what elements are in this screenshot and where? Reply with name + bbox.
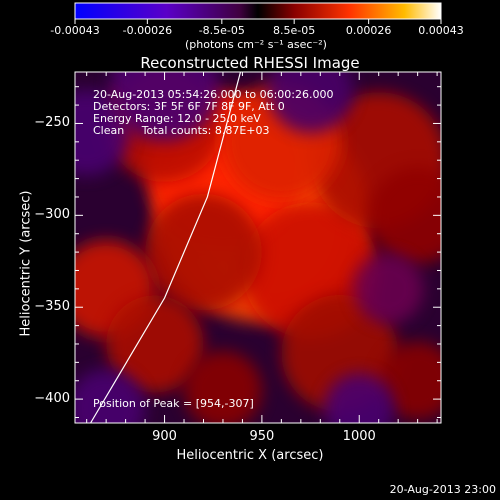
intensity-blob	[324, 373, 395, 423]
y-tick-label: −400	[34, 391, 70, 407]
plot-frame	[74, 71, 442, 424]
annotation-total-counts: Clean Total counts: 8.87E+03	[93, 124, 270, 137]
colorbar-tick-label: 0.00026	[345, 24, 392, 37]
y-tick-label: −250	[34, 115, 70, 131]
colorbar-tick-label: -8.5e-05	[198, 24, 245, 37]
y-axis-label: Heliocentric Y (arcsec)	[18, 190, 34, 337]
y-tick-label: −300	[34, 207, 70, 223]
colorbar-unit-label: (photons cm⁻² s⁻¹ asec⁻²)	[185, 38, 327, 51]
chart-title: Reconstructed RHESSI Image	[140, 54, 360, 72]
intensity-blob	[75, 89, 130, 176]
intensity-blob	[353, 253, 424, 324]
intensity-blob	[378, 341, 441, 420]
solar-limb-line	[90, 71, 242, 424]
axis-ticks	[75, 72, 441, 423]
intensity-blob	[145, 193, 262, 311]
annotation-time-range: 20-Aug-2013 05:54:26.000 to 06:00:26.000	[93, 88, 334, 101]
colorbar-tick-label: 8.5e-05	[273, 24, 316, 37]
colorbar	[74, 2, 442, 20]
heatmap-image	[75, 72, 441, 423]
intensity-blob	[267, 72, 354, 134]
intensity-blob	[106, 295, 204, 393]
colorbar-ticks	[74, 19, 442, 24]
x-tick-label: 950	[249, 429, 275, 444]
colorbar-tick-label: 0.00043	[418, 24, 464, 37]
intensity-blob	[184, 350, 262, 423]
intensity-blob	[368, 166, 441, 264]
x-tick-label: 900	[152, 429, 177, 444]
intensity-blob	[75, 369, 146, 423]
intensity-blob	[110, 72, 220, 142]
footer-timestamp: 20-Aug-2013 23:00	[389, 483, 496, 496]
peak-position-label: Position of Peak = [954,-307]	[93, 397, 254, 410]
y-tick-label: −350	[34, 299, 70, 315]
colorbar-tick-label: -0.00026	[122, 24, 173, 37]
annotation-detectors: Detectors: 3F 5F 6F 7F 8F 9F, Att 0	[93, 100, 285, 113]
colorbar-tick-label: -0.00043	[50, 24, 100, 37]
annotation-energy-range: Energy Range: 12.0 - 25.0 keV	[93, 112, 261, 125]
x-tick-label: 1000	[342, 429, 376, 444]
x-axis-label: Heliocentric X (arcsec)	[176, 448, 324, 463]
